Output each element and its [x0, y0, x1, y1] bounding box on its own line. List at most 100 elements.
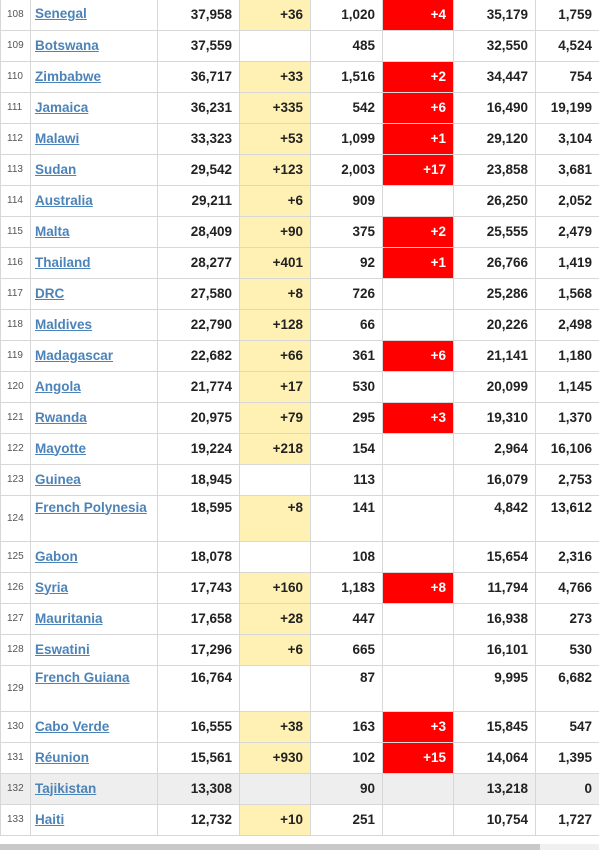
total-deaths-cell: 113: [310, 464, 383, 496]
active-cases-cell: 3,681: [535, 154, 599, 186]
country-cell: Guinea: [30, 464, 158, 496]
total-deaths-cell: 163: [310, 711, 383, 743]
country-link[interactable]: Cabo Verde: [35, 718, 110, 734]
table-row: 111 Jamaica 36,231 +335 542 +6 16,490 19,199: [0, 92, 599, 124]
new-cases-cell: +6: [239, 634, 311, 666]
country-link[interactable]: Malawi: [35, 130, 80, 146]
new-cases-cell: +8: [239, 278, 311, 310]
country-link[interactable]: Botswana: [35, 37, 99, 53]
table-row: 122 Mayotte 19,224 +218 154 2,964 16,106: [0, 433, 599, 465]
scrollbar-thumb[interactable]: [0, 844, 540, 850]
new-cases-cell: +10: [239, 804, 311, 836]
total-deaths-cell: 665: [310, 634, 383, 666]
country-link[interactable]: Rwanda: [35, 409, 87, 425]
country-cell: Maldives: [30, 309, 158, 341]
country-link[interactable]: Jamaica: [35, 99, 89, 115]
country-link[interactable]: Angola: [35, 378, 81, 394]
active-cases-cell: 1,370: [535, 402, 599, 434]
active-cases-cell: 2,052: [535, 185, 599, 217]
country-link[interactable]: Tajikistan: [35, 780, 97, 796]
country-link[interactable]: Thailand: [35, 254, 91, 270]
new-deaths-cell: +8: [382, 572, 454, 604]
country-cell: Zimbabwe: [30, 61, 158, 93]
new-cases-cell: +218: [239, 433, 311, 465]
country-link[interactable]: DRC: [35, 285, 65, 301]
total-recovered-cell: 15,845: [453, 711, 536, 743]
total-cases-cell: 16,555: [157, 711, 240, 743]
country-link[interactable]: Syria: [35, 579, 69, 595]
country-link[interactable]: Gabon: [35, 548, 78, 564]
table-row: 114 Australia 29,211 +6 909 26,250 2,052: [0, 185, 599, 217]
active-cases-cell: 6,682: [535, 665, 599, 712]
rank-cell: 130: [0, 711, 31, 743]
new-deaths-cell: [382, 773, 454, 805]
total-recovered-cell: 15,654: [453, 541, 536, 573]
table-row: 117 DRC 27,580 +8 726 25,286 1,568: [0, 278, 599, 310]
rank-cell: 121: [0, 402, 31, 434]
horizontal-scrollbar[interactable]: [0, 844, 599, 850]
rank-cell: 129: [0, 665, 31, 712]
new-deaths-cell: [382, 495, 454, 542]
rank-cell: 112: [0, 123, 31, 155]
table-row: 133 Haiti 12,732 +10 251 10,754 1,727: [0, 804, 599, 836]
total-cases-cell: 20,975: [157, 402, 240, 434]
rank-cell: 119: [0, 340, 31, 372]
country-link[interactable]: Maldives: [35, 316, 93, 332]
country-link[interactable]: Réunion: [35, 749, 89, 765]
new-cases-cell: +33: [239, 61, 311, 93]
new-cases-cell: [239, 30, 311, 62]
total-deaths-cell: 108: [310, 541, 383, 573]
rank-cell: 114: [0, 185, 31, 217]
country-cell: Jamaica: [30, 92, 158, 124]
active-cases-cell: 1,759: [535, 0, 599, 31]
new-cases-cell: +123: [239, 154, 311, 186]
country-cell: Eswatini: [30, 634, 158, 666]
country-link[interactable]: Mayotte: [35, 440, 87, 456]
total-cases-cell: 37,559: [157, 30, 240, 62]
active-cases-cell: 2,753: [535, 464, 599, 496]
new-deaths-cell: +1: [382, 247, 454, 279]
country-link[interactable]: Sudan: [35, 161, 77, 177]
active-cases-cell: 19,199: [535, 92, 599, 124]
country-cell: Botswana: [30, 30, 158, 62]
total-recovered-cell: 26,766: [453, 247, 536, 279]
country-link[interactable]: Guinea: [35, 471, 81, 487]
total-cases-cell: 15,561: [157, 742, 240, 774]
total-cases-cell: 18,595: [157, 495, 240, 542]
active-cases-cell: 13,612: [535, 495, 599, 542]
new-deaths-cell: [382, 371, 454, 403]
total-recovered-cell: 32,550: [453, 30, 536, 62]
total-deaths-cell: 530: [310, 371, 383, 403]
new-cases-cell: +930: [239, 742, 311, 774]
table-row: 108 Senegal 37,958 +36 1,020 +4 35,179 1,759: [0, 0, 599, 31]
total-deaths-cell: 154: [310, 433, 383, 465]
country-cell: Tajikistan: [30, 773, 158, 805]
country-link[interactable]: Zimbabwe: [35, 68, 102, 84]
country-link[interactable]: Senegal: [35, 6, 87, 22]
country-cell: Réunion: [30, 742, 158, 774]
table-row: 129 French Guiana 16,764 87 9,995 6,682: [0, 665, 599, 712]
total-recovered-cell: 21,141: [453, 340, 536, 372]
total-deaths-cell: 92: [310, 247, 383, 279]
table-row: 110 Zimbabwe 36,717 +33 1,516 +2 34,447 754: [0, 61, 599, 93]
country-link[interactable]: Eswatini: [35, 641, 90, 657]
country-link[interactable]: Malta: [35, 223, 70, 239]
country-link[interactable]: Madagascar: [35, 347, 114, 363]
country-link[interactable]: Haiti: [35, 811, 65, 827]
country-link[interactable]: Australia: [35, 192, 93, 208]
new-deaths-cell: +1: [382, 123, 454, 155]
new-cases-cell: +401: [239, 247, 311, 279]
country-link[interactable]: French Guiana: [35, 669, 130, 685]
rank-cell: 124: [0, 495, 31, 542]
active-cases-cell: 2,316: [535, 541, 599, 573]
country-link[interactable]: Mauritania: [35, 610, 103, 626]
country-cell: Madagascar: [30, 340, 158, 372]
new-cases-cell: +8: [239, 495, 311, 542]
table-row: 112 Malawi 33,323 +53 1,099 +1 29,120 3,104: [0, 123, 599, 155]
country-link[interactable]: French Polynesia: [35, 499, 147, 515]
total-recovered-cell: 11,794: [453, 572, 536, 604]
total-cases-cell: 16,764: [157, 665, 240, 712]
table-row: 120 Angola 21,774 +17 530 20,099 1,145: [0, 371, 599, 403]
new-cases-cell: +28: [239, 603, 311, 635]
